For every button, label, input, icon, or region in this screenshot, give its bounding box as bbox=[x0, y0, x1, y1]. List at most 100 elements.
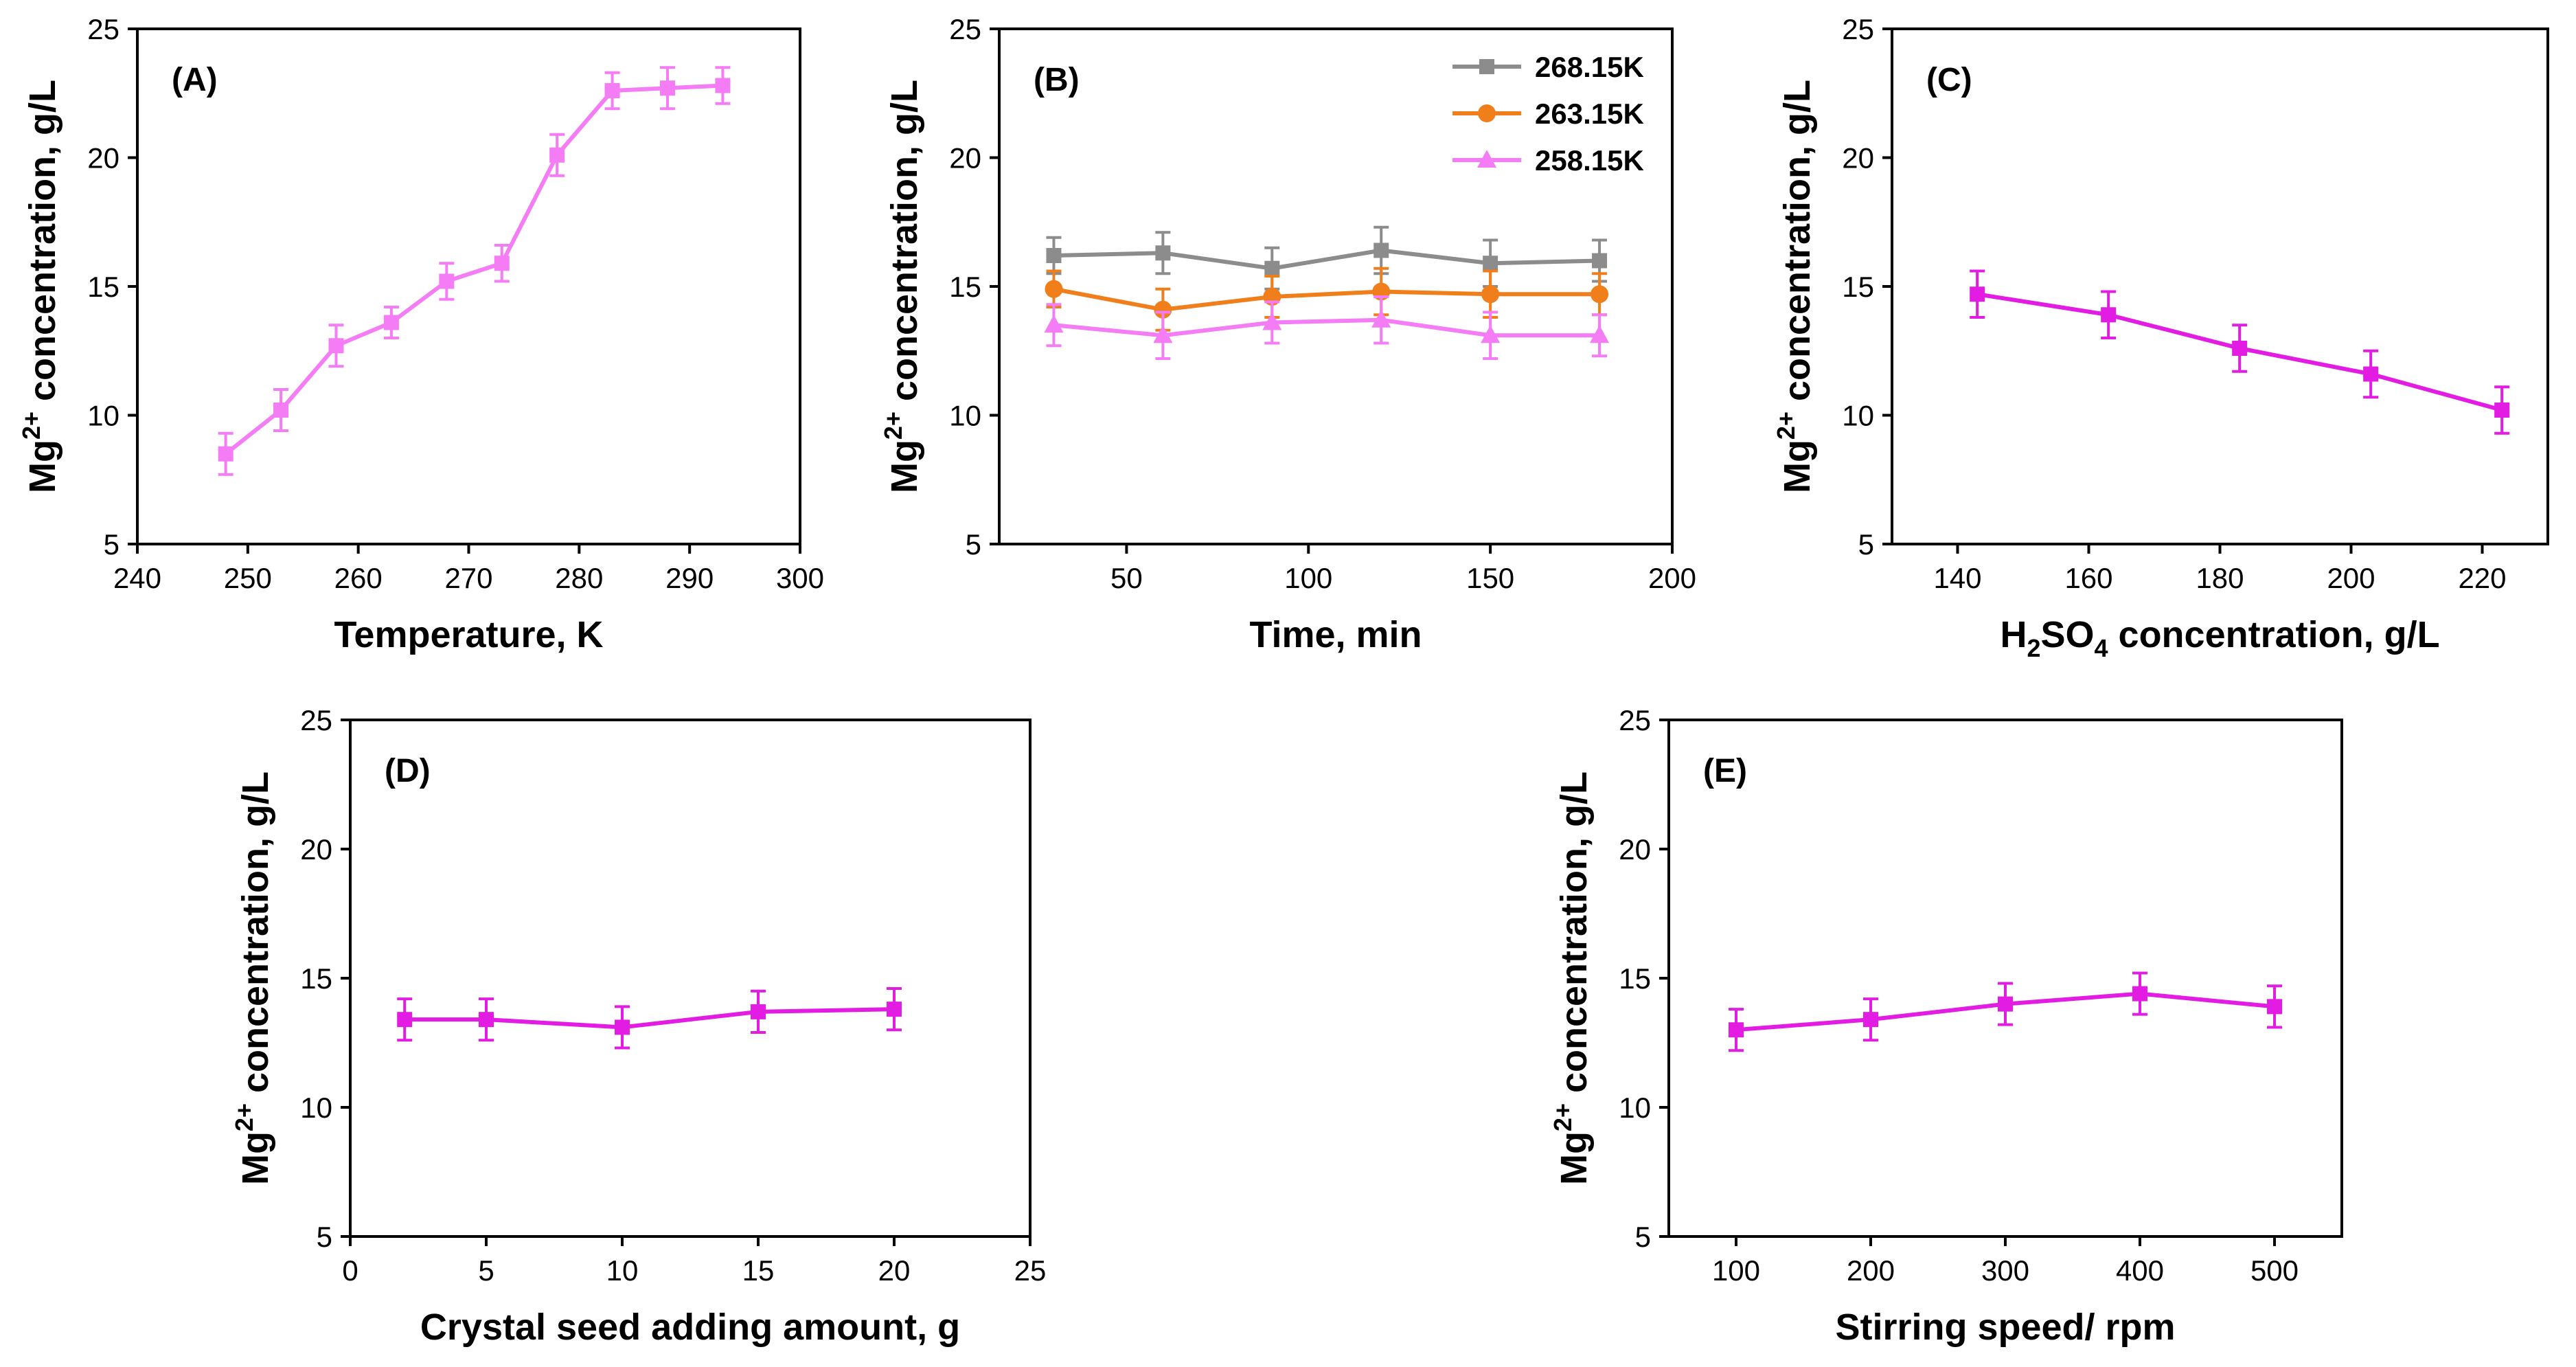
y-axis-label: Mg2+ concentration, g/L bbox=[230, 771, 276, 1185]
y-axis-label: Mg2+ concentration, g/L bbox=[1549, 771, 1595, 1185]
data-point bbox=[2267, 999, 2282, 1015]
x-tick-label: 100 bbox=[1712, 1254, 1760, 1287]
y-tick-label: 10 bbox=[949, 400, 981, 432]
data-point bbox=[1592, 253, 1608, 269]
y-tick-label: 15 bbox=[949, 271, 981, 303]
data-point bbox=[1371, 309, 1391, 328]
data-point bbox=[1264, 260, 1280, 276]
y-tick-label: 5 bbox=[1635, 1221, 1651, 1253]
series-1 bbox=[218, 66, 731, 476]
data-point bbox=[218, 446, 233, 462]
data-point bbox=[660, 80, 675, 96]
panel-label: (D) bbox=[385, 753, 431, 789]
y-tick-label: 10 bbox=[87, 400, 119, 432]
data-point bbox=[1483, 256, 1498, 271]
data-point bbox=[2363, 366, 2379, 382]
x-tick-label: 260 bbox=[334, 562, 383, 594]
series-line bbox=[1053, 248, 1600, 271]
data-point bbox=[2232, 341, 2248, 356]
y-tick-label: 15 bbox=[1619, 962, 1651, 995]
y-tick-label: 15 bbox=[1842, 271, 1874, 303]
legend-marker bbox=[1479, 59, 1494, 74]
x-tick-label: 300 bbox=[1981, 1254, 2029, 1287]
data-point bbox=[1044, 315, 1064, 333]
x-tick-label: 140 bbox=[1933, 562, 1981, 594]
y-tick-label: 20 bbox=[1842, 142, 1874, 174]
y-tick-label: 15 bbox=[87, 271, 119, 303]
x-tick-label: 180 bbox=[2196, 562, 2244, 594]
data-point bbox=[1481, 325, 1501, 343]
data-point bbox=[1590, 325, 1610, 343]
x-tick-label: 10 bbox=[606, 1254, 639, 1287]
series-1 bbox=[1729, 971, 2282, 1052]
y-tick-label: 5 bbox=[966, 528, 981, 561]
data-point bbox=[328, 338, 344, 354]
x-tick-label: 0 bbox=[342, 1254, 358, 1287]
x-axis-label: Crystal seed adding amount, g bbox=[420, 1307, 960, 1348]
panel-label: (B) bbox=[1034, 62, 1080, 98]
panel-b: 50 100 150 200 5 10 15 20 25 Time, min Mg2+ concen… bbox=[879, 13, 1696, 655]
data-point bbox=[1374, 242, 1389, 258]
x-tick-label: 200 bbox=[1648, 562, 1696, 594]
data-point bbox=[751, 1004, 766, 1019]
data-point bbox=[1155, 245, 1171, 261]
x-tick-label: 290 bbox=[665, 562, 714, 594]
y-axis-label: Mg2+ concentration, g/L bbox=[1772, 80, 1818, 493]
legend-marker bbox=[1478, 104, 1496, 122]
x-tick-label: 5 bbox=[478, 1254, 494, 1287]
x-axis-label: Stirring speed/ rpm bbox=[1835, 1307, 2175, 1348]
data-point bbox=[479, 1012, 494, 1028]
x-tick-label: 400 bbox=[2116, 1254, 2164, 1287]
y-tick-label: 25 bbox=[1842, 13, 1874, 45]
x-tick-label: 280 bbox=[555, 562, 603, 594]
y-tick-label: 10 bbox=[1619, 1092, 1651, 1124]
data-point bbox=[397, 1012, 413, 1028]
y-tick-label: 10 bbox=[1842, 400, 1874, 432]
y-tick-label: 25 bbox=[87, 13, 119, 45]
data-point bbox=[1045, 280, 1063, 298]
data-point bbox=[715, 78, 731, 93]
series-3 bbox=[1044, 295, 1610, 360]
y-tick-label: 25 bbox=[949, 13, 981, 45]
legend-marker bbox=[1477, 150, 1496, 168]
data-point bbox=[273, 403, 289, 418]
x-tick-label: 160 bbox=[2064, 562, 2112, 594]
series-line bbox=[224, 83, 723, 456]
y-tick-label: 20 bbox=[87, 142, 119, 174]
series-line bbox=[404, 1007, 895, 1030]
y-tick-label: 25 bbox=[1619, 704, 1651, 736]
series-line bbox=[1053, 286, 1600, 312]
y-tick-label: 20 bbox=[949, 142, 981, 174]
x-tick-label: 20 bbox=[878, 1254, 911, 1287]
panel-a: 240 250 260 270 280 290 300 5 10 15 20 25 Temperatur… bbox=[17, 13, 824, 655]
panel-c: 140 160 180 200 220 5 10 15 20 25 H2SO4 concentrat… bbox=[1772, 13, 2549, 662]
data-point bbox=[604, 83, 620, 98]
data-point bbox=[1262, 312, 1282, 330]
x-axis-label: Temperature, K bbox=[334, 614, 603, 655]
legend: 268.15K 263.15K 258.15K bbox=[1452, 51, 1644, 177]
y-axis-label: Mg2+ concentration, g/L bbox=[879, 80, 925, 493]
x-tick-label: 25 bbox=[1014, 1254, 1047, 1287]
plot-frame bbox=[1667, 719, 2343, 1238]
data-point bbox=[1729, 1022, 1744, 1038]
series-1 bbox=[1970, 269, 2510, 435]
x-tick-label: 50 bbox=[1110, 562, 1143, 594]
data-point bbox=[2132, 986, 2147, 1002]
data-point bbox=[439, 273, 455, 289]
plot-frame bbox=[349, 719, 1031, 1238]
y-tick-label: 5 bbox=[317, 1221, 332, 1253]
panel-label: (E) bbox=[1703, 753, 1747, 789]
x-axis-label: Time, min bbox=[1249, 614, 1422, 655]
data-point bbox=[1863, 1012, 1878, 1028]
legend-entry: 258.15K bbox=[1535, 144, 1644, 177]
data-point bbox=[1591, 285, 1609, 304]
x-tick-label: 15 bbox=[742, 1254, 775, 1287]
data-point bbox=[1998, 996, 2013, 1012]
panel-e: 100 200 300 400 500 5 10 15 20 25 Stirring speed/ … bbox=[1549, 704, 2343, 1348]
x-tick-label: 150 bbox=[1466, 562, 1514, 594]
x-tick-label: 270 bbox=[444, 562, 492, 594]
data-point bbox=[383, 315, 399, 330]
y-tick-label: 15 bbox=[300, 962, 332, 995]
panel-label: (A) bbox=[172, 62, 218, 98]
data-point bbox=[494, 256, 510, 271]
